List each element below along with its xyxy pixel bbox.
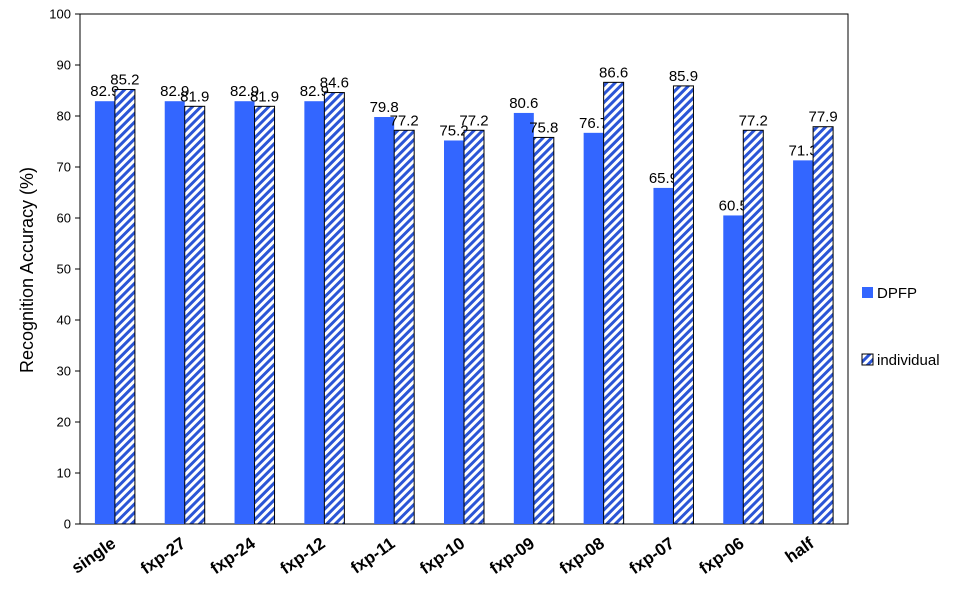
bar-individual	[463, 129, 485, 525]
x-tick-label: fxp-11	[347, 534, 398, 578]
legend-label-individual: individual	[877, 352, 940, 369]
x-tick-label: fxp-07	[626, 534, 678, 578]
y-tick-label: 20	[57, 415, 71, 430]
bar-dpfp	[444, 140, 464, 525]
data-label-dpfp: 82.9	[300, 83, 329, 100]
bar-dpfp	[723, 215, 744, 524]
bar-dpfp	[304, 101, 325, 525]
legend-swatch-individual	[861, 353, 874, 366]
data-label-dpfp: 75.2	[439, 122, 468, 139]
y-tick-label: 80	[57, 109, 71, 124]
y-tick-label: 70	[57, 160, 71, 175]
bar-individual	[533, 136, 555, 525]
y-tick-label: 100	[49, 7, 71, 22]
bar-dpfp	[164, 101, 185, 525]
bar-dpfp	[653, 187, 674, 524]
data-label-individual: 81.9	[180, 88, 209, 105]
bar-individual	[114, 88, 136, 525]
legend-label-dpfp: DPFP	[877, 285, 917, 302]
y-tick-label: 0	[64, 517, 71, 532]
data-label-individual: 75.8	[529, 119, 558, 136]
data-label-dpfp: 82.9	[160, 83, 189, 100]
y-tick-label: 40	[57, 313, 71, 328]
data-label-individual: 86.6	[599, 64, 628, 81]
bar-individual	[323, 92, 345, 525]
x-tick-label: fxp-10	[416, 534, 468, 578]
bar-dpfp	[374, 117, 395, 525]
data-label-dpfp: 71.3	[788, 142, 817, 159]
y-tick-label: 60	[57, 211, 71, 226]
y-axis-label: Recognition Accuracy (%)	[17, 167, 37, 373]
bar-individual	[742, 129, 764, 525]
x-tick-label: fxp-24	[207, 533, 259, 578]
data-label-dpfp: 65.9	[649, 170, 678, 187]
y-tick-label: 10	[57, 466, 71, 481]
bar-individual	[812, 126, 834, 525]
x-tick-label: single	[68, 534, 119, 578]
x-tick-label: fxp-06	[696, 534, 748, 578]
data-label-dpfp: 82.9	[90, 83, 119, 100]
bar-individual	[672, 85, 694, 525]
x-tick-label: fxp-27	[137, 534, 189, 578]
bar-individual	[184, 105, 206, 525]
x-tick-label: fxp-09	[486, 534, 538, 578]
x-tick-label: fxp-08	[556, 534, 608, 578]
bar-individual	[393, 129, 415, 525]
data-label-individual: 77.9	[808, 109, 837, 126]
data-label-dpfp: 80.6	[509, 95, 538, 112]
bar-dpfp	[793, 160, 814, 524]
plot-area: 0102030405060708090100single82.985.2fxp-…	[49, 7, 849, 578]
data-label-dpfp: 79.8	[370, 99, 399, 116]
legend-swatch-dpfp	[862, 287, 873, 298]
bar-dpfp	[513, 112, 534, 524]
data-label-individual: 81.9	[250, 88, 279, 105]
data-label-individual: 84.6	[320, 75, 349, 92]
bar-individual	[603, 81, 625, 525]
y-tick-label: 50	[57, 262, 71, 277]
bar-dpfp	[583, 132, 604, 524]
data-label-individual: 77.2	[739, 112, 768, 129]
y-tick-label: 30	[57, 364, 71, 379]
data-label-individual: 77.2	[390, 112, 419, 129]
bar-dpfp	[94, 101, 115, 525]
data-label-dpfp: 76.7	[579, 115, 608, 132]
x-tick-label: half	[782, 534, 818, 567]
y-tick-label: 90	[57, 58, 71, 73]
data-label-dpfp: 60.5	[719, 197, 748, 214]
bar-dpfp	[234, 101, 255, 525]
data-label-individual: 85.2	[110, 71, 139, 88]
data-label-individual: 85.9	[669, 68, 698, 85]
x-tick-label: fxp-12	[277, 534, 329, 578]
bar-individual	[254, 105, 276, 525]
data-label-dpfp: 82.9	[230, 83, 259, 100]
legend: DPFP individual	[861, 285, 940, 369]
data-label-individual: 77.2	[459, 112, 488, 129]
